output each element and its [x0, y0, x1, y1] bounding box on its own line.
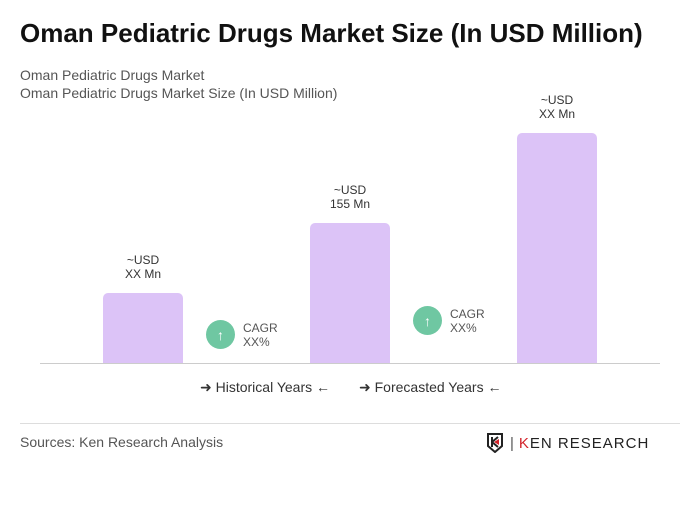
arrow-up-icon: ↑ — [206, 320, 235, 349]
cagr-badge-forecast: ↑ CAGR XX% — [413, 306, 485, 335]
bar-2 — [517, 132, 597, 363]
cagr-value: XX% — [450, 320, 477, 335]
bar-0 — [103, 293, 183, 363]
ken-research-logo: | K EN RESEARCH — [486, 433, 649, 453]
cagr-label: CAGR — [243, 320, 278, 335]
subtitle-2: Oman Pediatric Drugs Market Size (In USD… — [20, 85, 338, 101]
subtitle: Oman Pediatric Drugs Market — [20, 67, 205, 83]
arrow-right-icon: ➜ — [200, 379, 216, 395]
cagr-badge-historical: ↑ CAGR XX% — [206, 320, 278, 349]
arrow-up-icon: ↑ — [413, 306, 442, 335]
legend-label: Forecasted Years — [374, 379, 484, 395]
data-label: ~USD 155 Mn — [329, 183, 371, 211]
sources: Sources: Ken Research Analysis — [20, 434, 224, 450]
cagr-label: CAGR — [450, 306, 485, 321]
arrow-left-icon: ← — [483, 379, 502, 395]
legend-label: Historical Years — [215, 379, 313, 395]
ken-logo-icon — [487, 433, 503, 453]
x-axis — [40, 363, 660, 364]
divider — [20, 423, 680, 424]
arrow-right-icon: ➜ — [359, 379, 375, 395]
legend-historical: ➜ Historical Years ← — [200, 379, 330, 396]
arrow-left-icon: ← — [312, 379, 331, 395]
data-label: ~USD XX Mn — [124, 253, 161, 281]
cagr-value: XX% — [243, 334, 270, 349]
bar-1 — [310, 223, 390, 363]
legend-forecast: ➜ Forecasted Years ← — [359, 379, 501, 396]
data-label: ~USD XX Mn — [538, 92, 575, 121]
page-title: Oman Pediatric Drugs Market Size (In USD… — [20, 18, 643, 48]
